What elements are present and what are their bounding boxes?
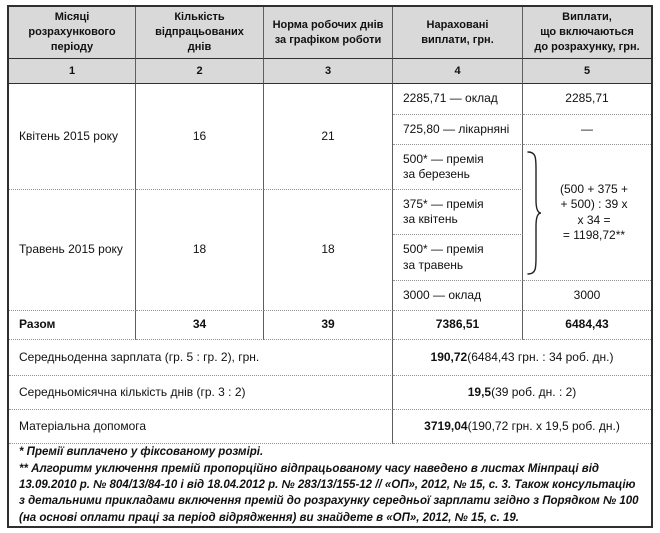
april-month-cell: Квітень 2015 року [9, 84, 136, 190]
total-included: 6484,43 [523, 311, 651, 340]
avg-daily-salary-label: Середньоденна зарплата (гр. 5 : гр. 2), … [9, 340, 393, 376]
included-salary-may: 3000 [523, 281, 651, 311]
average-salary-calculation-table: Місяці розрахункового періоду Кількість … [7, 5, 653, 528]
avg-daily-salary-value: 190,72 (6484,43 грн. : 34 роб. дн.) [393, 340, 651, 376]
avg-daily-salary-number: 190,72 [430, 349, 468, 364]
included-salary-april: 2285,71 [523, 84, 651, 115]
accrual-premium-may: 500* — премія за травень [393, 235, 523, 281]
column-index-5: 5 [523, 59, 651, 84]
curly-brace-icon [527, 150, 542, 275]
april-norm-days-cell: 21 [264, 84, 393, 190]
material-aid-value: 3719,04 (190,72 грн. x 19,5 роб. дн.) [393, 410, 651, 444]
avg-monthly-days-formula: (39 роб. дн. : 2) [491, 384, 577, 399]
april-worked-days-cell: 16 [136, 84, 264, 190]
avg-daily-salary-formula: (6484,43 грн. : 34 роб. дн.) [467, 349, 614, 364]
footnote-double-asterisk: ** Алгоритм уключення премій пропорційно… [19, 462, 639, 524]
header-included-column: Виплати, що включаються до розрахунку, г… [523, 7, 651, 59]
avg-monthly-days-number: 19,5 [467, 384, 492, 399]
premium-calculation-text: (500 + 375 + + 500) : 39 x x 34 = = 1198… [559, 181, 629, 242]
column-index-4: 4 [393, 59, 523, 84]
accrual-premium-march: 500* — премія за березень [393, 145, 523, 190]
header-norm-days-column: Норма робочих днів за графіком роботи [264, 7, 393, 59]
may-month-cell: Травень 2015 року [9, 190, 136, 311]
included-sick-pay: — [523, 115, 651, 145]
total-label: Разом [9, 311, 136, 340]
may-norm-days-cell: 18 [264, 190, 393, 311]
header-accrued-column: Нараховані виплати, грн. [393, 7, 523, 59]
avg-monthly-days-label: Середньомісячна кількість днів (гр. 3 : … [9, 376, 393, 410]
accrual-salary-may: 3000 — оклад [393, 281, 523, 311]
column-index-2: 2 [136, 59, 264, 84]
column-index-1: 1 [9, 59, 136, 84]
material-aid-number: 3719,04 [424, 418, 468, 433]
total-norm-days: 39 [264, 311, 393, 340]
column-index-3: 3 [264, 59, 393, 84]
material-aid-formula: (190,72 грн. x 19,5 роб. дн.) [467, 418, 620, 433]
footnote-single-asterisk: * Премії виплачено у фіксованому розмірі… [19, 446, 264, 459]
footnotes-block: * Премії виплачено у фіксованому розмірі… [9, 444, 651, 526]
premium-calculation-cell: (500 + 375 + + 500) : 39 x x 34 = = 1198… [523, 145, 651, 281]
total-worked-days: 34 [136, 311, 264, 340]
header-worked-days-column: Кількість відпрацьованих днів [136, 7, 264, 59]
header-months-column: Місяці розрахункового періоду [9, 7, 136, 59]
accrual-premium-april: 375* — премія за квітень [393, 190, 523, 235]
accrual-salary-april: 2285,71 — оклад [393, 84, 523, 115]
total-accrued: 7386,51 [393, 311, 523, 340]
may-worked-days-cell: 18 [136, 190, 264, 311]
material-aid-label: Матеріальна допомога [9, 410, 393, 444]
avg-monthly-days-value: 19,5 (39 роб. дн. : 2) [393, 376, 651, 410]
accrual-sick-pay: 725,80 — лікарняні [393, 115, 523, 145]
